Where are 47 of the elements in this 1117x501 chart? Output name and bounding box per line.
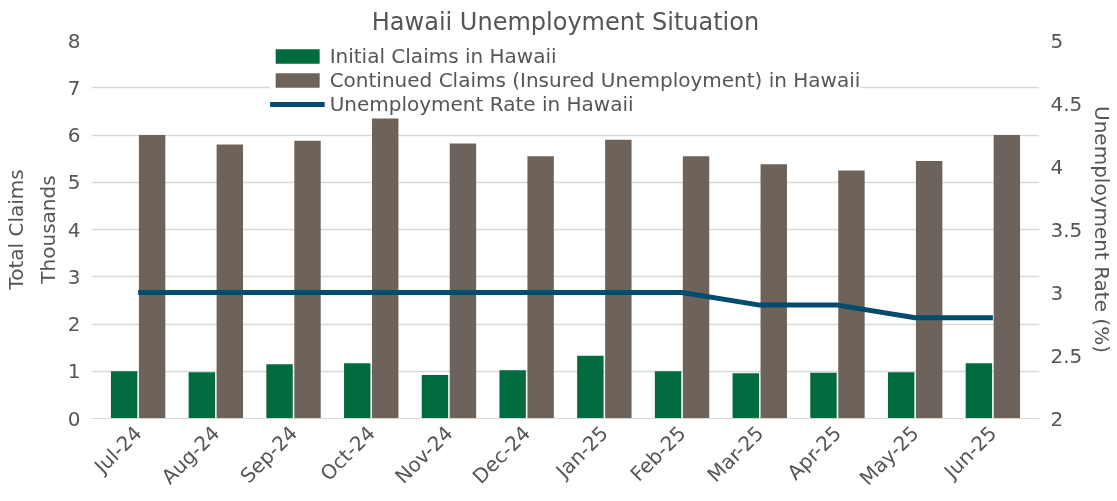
bar [188, 372, 216, 419]
bar [499, 370, 526, 419]
bar [993, 135, 1021, 419]
y-tick-label: 6 [67, 123, 81, 147]
y-axis-title: Total Claims [3, 169, 28, 291]
bar [449, 143, 477, 419]
bar [421, 375, 449, 419]
y-tick-label: 3 [67, 264, 81, 289]
bar [915, 160, 943, 419]
bar [344, 363, 371, 419]
bar [654, 371, 682, 419]
bar [110, 371, 138, 419]
chart-title: Hawaii Unemployment Situation [371, 7, 760, 36]
y-tick-label: 4 [67, 217, 81, 242]
bar [138, 135, 166, 419]
legend-label: Unemployment Rate in Hawaii [329, 92, 634, 116]
y-tick-label: 5 [67, 170, 81, 195]
y-tick-label: 8 [67, 28, 81, 53]
bar [266, 364, 293, 419]
y-tick-label: 7 [67, 75, 81, 100]
y2-tick-label: 4.5 [1050, 91, 1083, 116]
bar [294, 140, 321, 419]
text: Thousands [35, 175, 60, 285]
y2-tick-label: 5 [1050, 28, 1064, 53]
legend-label: Continued Claims (Insured Unemployment) in Hawaii [329, 68, 861, 92]
y2-tick-label: 3 [1050, 280, 1064, 305]
y-tick-label: 2 [67, 312, 81, 336]
bar [838, 170, 865, 419]
y-tick-label: 1 [67, 359, 81, 384]
bar [887, 372, 915, 419]
y2-tick-label: 2.5 [1050, 343, 1083, 368]
bar [682, 156, 710, 419]
y2-axis-title: Unemployment Rate (%) [1090, 106, 1115, 353]
legend-label: Initial Claims in Hawaii [329, 44, 557, 68]
bar [372, 118, 399, 419]
bar [577, 355, 604, 419]
bar [605, 139, 632, 419]
y2-tick-label: 3.5 [1050, 217, 1083, 242]
bar [810, 372, 837, 419]
y-tick-label: 0 [67, 406, 81, 431]
y2-tick-label: 2 [1050, 406, 1064, 431]
y2-tick-label: 4 [1050, 154, 1064, 179]
bar [527, 156, 554, 419]
bar [216, 144, 244, 419]
bar [760, 164, 787, 419]
bar [965, 363, 993, 419]
bar [732, 373, 759, 419]
